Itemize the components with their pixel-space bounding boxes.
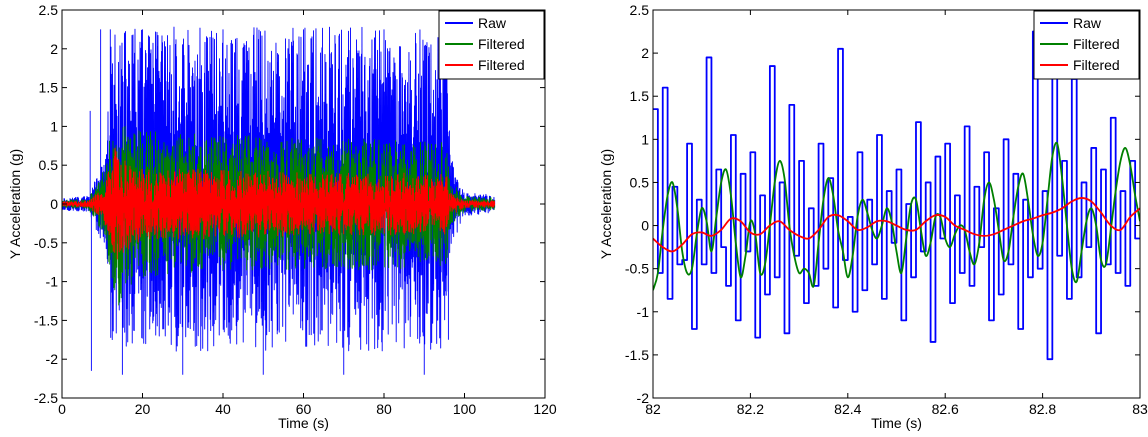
legend: Raw Filtered Filtered: [1033, 10, 1140, 80]
y-tick-label: -1: [46, 274, 59, 290]
x-tick-label: 120: [533, 401, 557, 417]
plot-frame: [652, 9, 1141, 399]
x-tick-label: 82.2: [737, 401, 764, 417]
y-axis-label: Y Acceleration (g): [7, 149, 23, 259]
y-tick-label: -1.5: [34, 312, 58, 328]
y-tick-label: -0.5: [34, 235, 58, 251]
x-tick-label: 100: [453, 401, 477, 417]
legend-label-raw-1: Raw: [478, 15, 507, 31]
legend-label-filtered-3: Filtered: [1073, 57, 1120, 73]
x-axis-label: Time (s): [871, 415, 922, 431]
plot-series-group: [653, 30, 1140, 361]
y-axis-label: Y Acceleration (g): [598, 149, 614, 259]
y-tick-label: 0.5: [630, 174, 650, 190]
x-axis-label: Time (s): [278, 415, 329, 431]
y-tick-label: -2.5: [34, 390, 58, 406]
y-tick-label: 1.5: [630, 88, 650, 104]
y-tick-label: -2: [637, 390, 650, 406]
y-tick-label: 1: [50, 118, 58, 134]
y-tick-label: 2.5: [39, 2, 59, 18]
x-tick-label: 80: [376, 401, 392, 417]
y-tick-label: 2: [50, 41, 58, 57]
series-filtered-2-line: [653, 141, 1140, 291]
series-filtered-3-line: [653, 197, 1140, 253]
chart-2: 82 82.2 82.4 82.6 82.8 83 -2 -1.5 -1 -0.5 0 0.5 1 1.5…: [598, 2, 1148, 431]
series-filtered-3-line: [62, 147, 496, 260]
y-tick-label: 1: [641, 131, 649, 147]
y-tick-label: 0: [641, 218, 649, 234]
x-tick-label: 82.8: [1029, 401, 1056, 417]
x-tick-label: 0: [58, 401, 66, 417]
chart-1: 0 20 40 60 80 100 120 -2.5 -2 -1.5 -1 -0.5 0 0.5 1 1.5 2…: [7, 2, 557, 431]
legend-label-filtered-2: Filtered: [478, 36, 525, 52]
series-raw-1-line: [653, 30, 1140, 361]
y-tick-label: -1: [637, 304, 650, 320]
x-tick-label: 82.6: [932, 401, 959, 417]
y-tick-label: -0.5: [625, 261, 649, 277]
plot-series-group: [62, 26, 496, 375]
y-tick-label: 2: [641, 45, 649, 61]
x-tick-label: 40: [215, 401, 231, 417]
legend-label-raw-1: Raw: [1073, 15, 1102, 31]
y-tick-label: 2.5: [630, 2, 650, 18]
legend-label-filtered-3: Filtered: [478, 57, 525, 73]
legend-label-filtered-2: Filtered: [1073, 36, 1120, 52]
x-tick-label: 82.4: [834, 401, 861, 417]
legend: Raw Filtered Filtered: [438, 10, 545, 80]
y-tick-label: 0: [50, 196, 58, 212]
y-tick-label: 1.5: [39, 80, 59, 96]
x-tick-label: 83: [1132, 401, 1148, 417]
y-tick-label: -1.5: [625, 347, 649, 363]
x-tick-label: 82: [645, 401, 661, 417]
x-tick-label: 20: [135, 401, 151, 417]
y-tick-label: -2: [46, 351, 59, 367]
y-tick-label: 0.5: [39, 157, 59, 173]
x-tick-label: 60: [296, 401, 312, 417]
